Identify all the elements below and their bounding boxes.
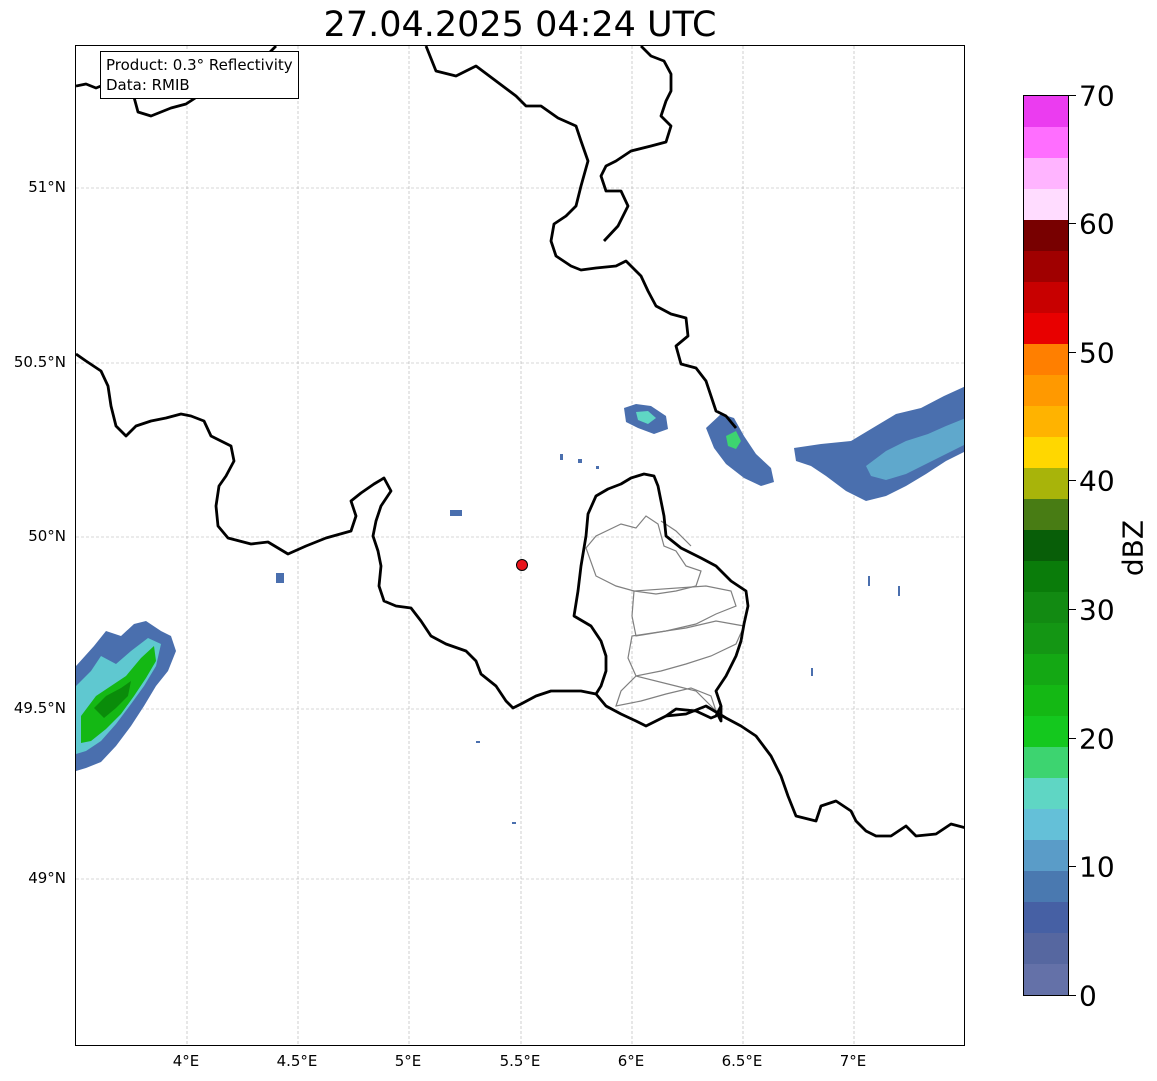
colorbar-segment — [1024, 127, 1068, 158]
x-tick-label: 4°E — [172, 1052, 200, 1070]
colorbar-segment — [1024, 871, 1068, 902]
product-info-box: Product: 0.3° Reflectivity Data: RMIB — [100, 51, 299, 99]
colorbar-tick-label: 60 — [1079, 207, 1115, 241]
echo-mid-cell-core — [726, 431, 741, 449]
echo-small-cell-core — [636, 411, 656, 424]
map-gridlines — [76, 46, 964, 1045]
colorbar-segment — [1024, 313, 1068, 344]
product-label: Product: 0.3° Reflectivity — [106, 56, 293, 74]
data-source-label: Data: RMIB — [106, 76, 190, 94]
y-tick-label: 50.5°N — [13, 353, 66, 371]
colorbar-tick-label: 0 — [1079, 979, 1097, 1013]
colorbar-segment — [1024, 809, 1068, 840]
district-borders — [585, 515, 745, 712]
colorbar-segment — [1024, 251, 1068, 282]
colorbar-segment — [1024, 561, 1068, 592]
colorbar-tick-label: 40 — [1079, 464, 1115, 498]
colorbar-tick-label: 30 — [1079, 593, 1115, 627]
colorbar-segment — [1024, 685, 1068, 716]
colorbar-segment — [1024, 592, 1068, 623]
echo-ne-band — [794, 386, 964, 501]
radar-site-marker — [516, 559, 528, 571]
colorbar-segment — [1024, 716, 1068, 747]
colorbar-segment — [1024, 468, 1068, 499]
x-tick-label: 6.5°E — [721, 1052, 763, 1070]
colorbar-tick-label: 20 — [1079, 722, 1115, 756]
country-borders — [76, 46, 964, 838]
y-tick-label: 49.5°N — [13, 699, 66, 717]
echo-sw-core2 — [94, 681, 131, 718]
y-tick-label: 49°N — [28, 869, 66, 887]
colorbar-segment — [1024, 189, 1068, 220]
radar-map[interactable] — [75, 45, 965, 1046]
colorbar-segment — [1024, 220, 1068, 251]
colorbar-segment — [1024, 499, 1068, 530]
colorbar-segment — [1024, 375, 1068, 406]
colorbar-segment — [1024, 406, 1068, 437]
y-tick-label: 50°N — [28, 527, 66, 545]
colorbar-segment — [1024, 840, 1068, 871]
map-title: 27.04.2025 04:24 UTC — [323, 5, 717, 45]
x-tick-label: 4.5°E — [276, 1052, 318, 1070]
colorbar-segment — [1024, 96, 1068, 127]
map-canvas — [76, 46, 964, 1045]
colorbar-segment — [1024, 344, 1068, 375]
colorbar-segment — [1024, 158, 1068, 189]
x-tick-label: 6°E — [617, 1052, 645, 1070]
y-tick-label: 51°N — [28, 178, 66, 196]
x-tick-label: 5.5°E — [499, 1052, 541, 1070]
colorbar-segment — [1024, 933, 1068, 964]
colorbar-segment — [1024, 964, 1068, 995]
colorbar-segment — [1024, 778, 1068, 809]
colorbar-segment — [1024, 747, 1068, 778]
colorbar-tick-label: 70 — [1079, 79, 1115, 113]
echo-mid-cell — [706, 414, 774, 486]
colorbar-segment — [1024, 654, 1068, 685]
colorbar-segment — [1024, 902, 1068, 933]
echo-ne-band-mid — [866, 418, 964, 480]
colorbar-segment — [1024, 282, 1068, 313]
x-tick-label: 5°E — [394, 1052, 422, 1070]
colorbar-tick-label: 10 — [1079, 850, 1115, 884]
colorbar-tick-label: 50 — [1079, 336, 1115, 370]
dbz-colorbar — [1023, 95, 1069, 996]
colorbar-segment — [1024, 437, 1068, 468]
colorbar-title: dBZ — [1116, 519, 1150, 577]
radar-echoes — [76, 386, 964, 824]
colorbar-segment — [1024, 530, 1068, 561]
colorbar-segment — [1024, 623, 1068, 654]
x-tick-label: 7°E — [839, 1052, 867, 1070]
